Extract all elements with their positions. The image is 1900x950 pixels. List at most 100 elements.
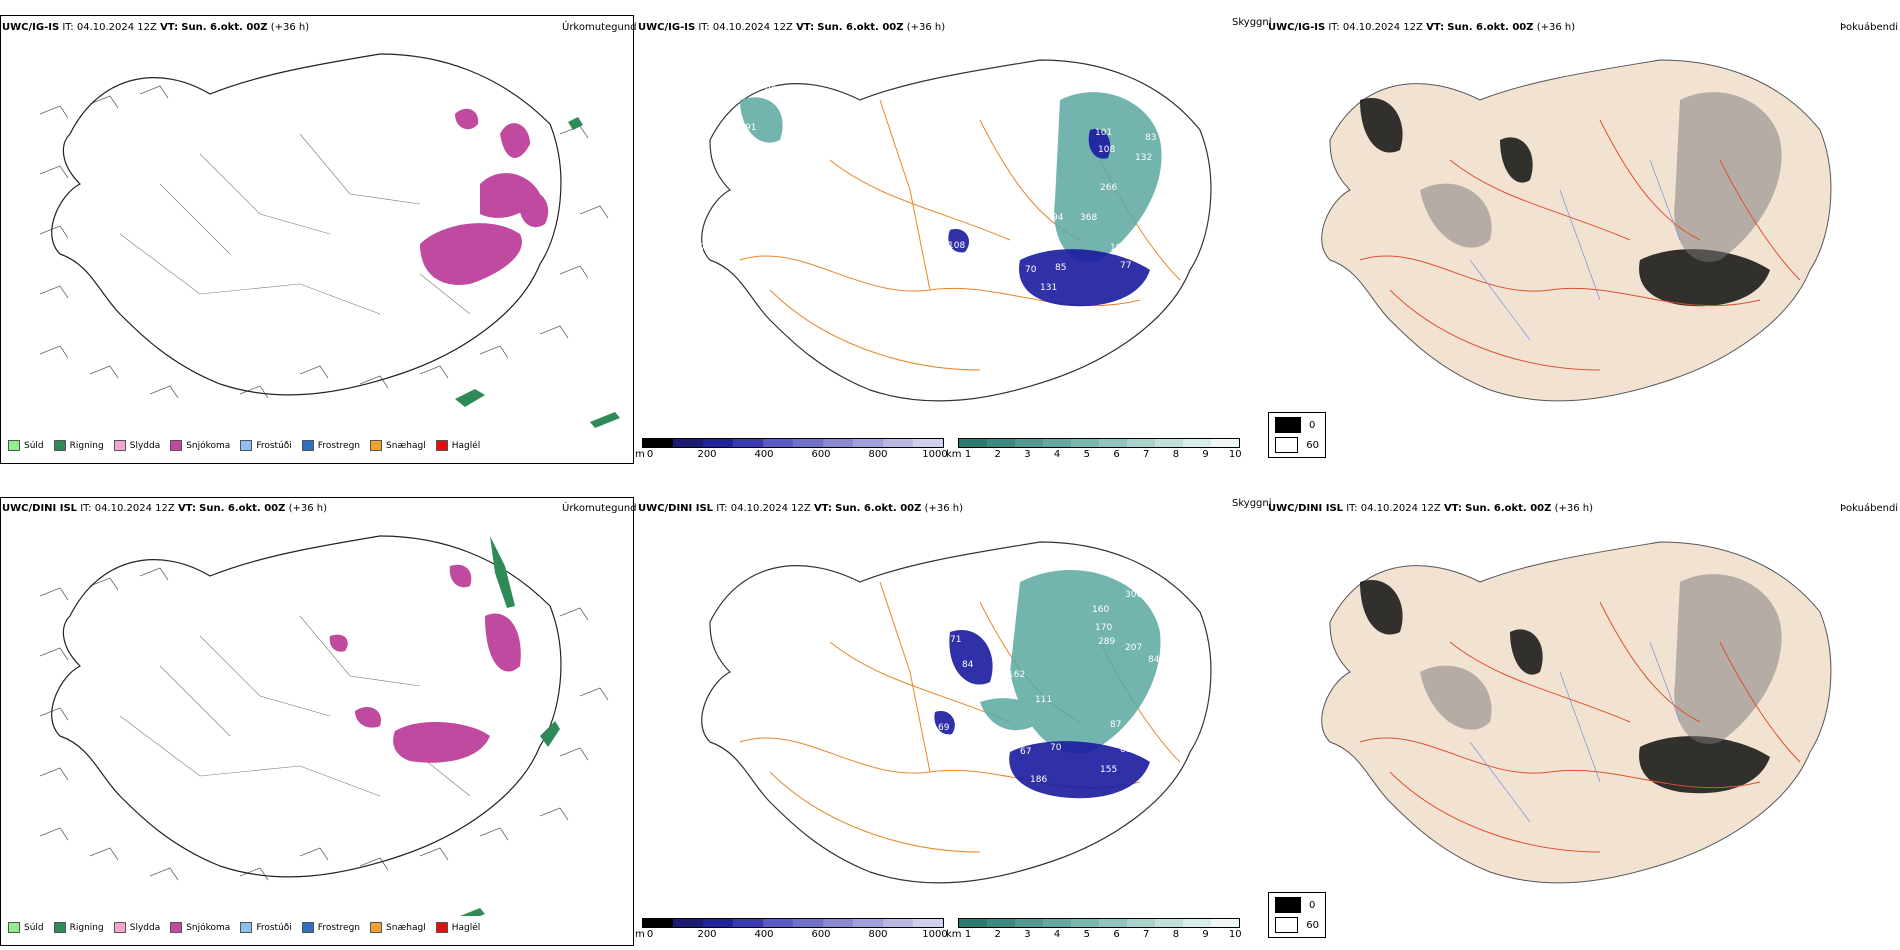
vis-label: 266 bbox=[1100, 183, 1117, 193]
legend-swatch bbox=[301, 922, 314, 933]
vis-label: 108 bbox=[1098, 145, 1115, 155]
height-unit: m bbox=[635, 929, 645, 940]
vis-label: 68 bbox=[1120, 745, 1132, 755]
legend-swatch bbox=[8, 922, 20, 933]
vis-label: 111 bbox=[1035, 695, 1052, 705]
snow-area bbox=[420, 108, 549, 285]
vis-label: 87 bbox=[1110, 720, 1121, 730]
fog-key: 0 60 bbox=[1268, 892, 1326, 938]
legend-item: Frostúði bbox=[240, 922, 292, 933]
panel-subtitle: Þokuábendi bbox=[1840, 22, 1899, 33]
vis-label: 234 bbox=[1150, 215, 1167, 225]
vis-label: 306 bbox=[1125, 590, 1142, 600]
panel-subtitle: Úrkomutegund bbox=[562, 503, 637, 514]
fog-key-swatch-low bbox=[1275, 417, 1301, 433]
panel-title: UWC/DINI ISL IT: 04.10.2024 12Z VT: Sun.… bbox=[1268, 503, 1593, 514]
road-lines bbox=[1359, 601, 1801, 853]
legend-item: Rigning bbox=[53, 440, 104, 451]
vis-label: 923 bbox=[1082, 563, 1099, 573]
legend-swatch bbox=[8, 440, 20, 451]
legend-swatch bbox=[435, 440, 448, 451]
legend-item: Frostregn bbox=[301, 440, 360, 451]
vis-label: 62 bbox=[1060, 333, 1071, 343]
vis-label: 289 bbox=[1098, 637, 1115, 647]
rain-area bbox=[455, 117, 620, 428]
vis-label: 71 bbox=[950, 635, 961, 645]
low-visibility-area bbox=[948, 129, 1150, 307]
legend-swatch bbox=[113, 922, 126, 933]
fog-key: 0 60 bbox=[1268, 412, 1326, 458]
legend-item: Rigning bbox=[53, 922, 104, 933]
vis-label: 84 bbox=[962, 660, 974, 670]
legend-item: Frostregn bbox=[301, 922, 360, 933]
vis-label: 67 bbox=[1020, 747, 1031, 757]
fog-index-map bbox=[1321, 541, 1832, 884]
low-visibility-area bbox=[934, 630, 1150, 799]
vis-label: 82 bbox=[833, 223, 844, 233]
legend-swatch bbox=[170, 922, 183, 933]
legend-item: Snjókoma bbox=[170, 440, 230, 451]
panel-title: UWC/IG-IS IT: 04.10.2024 12Z VT: Sun. 6.… bbox=[1268, 22, 1576, 33]
vis-label: 69 bbox=[938, 723, 950, 733]
panel-subtitle: Skyggni bbox=[1232, 498, 1272, 509]
rain-area bbox=[460, 536, 560, 916]
precip-type-map bbox=[39, 53, 620, 428]
fog-key-swatch-low bbox=[1275, 897, 1301, 913]
fog-dark-area bbox=[1360, 580, 1770, 794]
visibility-map: 923 306 160 170 289 207 84 71 84 162 69 … bbox=[701, 541, 1212, 884]
vis-label: 368 bbox=[1080, 213, 1097, 223]
visibility-labels: 101 108 132 83 266 368 107 77 70 85 131 … bbox=[700, 85, 1167, 343]
vis-label: 162 bbox=[1008, 670, 1025, 680]
teal-visibility-area bbox=[740, 92, 1162, 262]
visibility-unit: km bbox=[946, 449, 962, 460]
vis-label: 107 bbox=[1110, 243, 1127, 253]
visibility-colorbar bbox=[958, 438, 1240, 448]
vis-label: 160 bbox=[1092, 605, 1109, 615]
fog-dark-area bbox=[1360, 98, 1770, 307]
visibility-unit: km bbox=[946, 929, 962, 940]
panel-title: UWC/DINI ISL IT: 04.10.2024 12Z VT: Sun.… bbox=[638, 503, 963, 514]
vis-label: 85 bbox=[1055, 263, 1066, 273]
legend-swatch bbox=[53, 922, 66, 933]
legend-item: Súld bbox=[8, 922, 44, 933]
panel-title: UWC/IG-IS IT: 04.10.2024 12Z VT: Sun. 6.… bbox=[2, 22, 310, 33]
vis-label: 77 bbox=[1120, 261, 1131, 271]
visibility-colorbar bbox=[958, 918, 1240, 928]
fog-index-map bbox=[1321, 59, 1832, 402]
visibility-labels: 923 306 160 170 289 207 84 71 84 162 69 … bbox=[938, 563, 1160, 785]
vis-label: 94 bbox=[1052, 213, 1064, 223]
fog-gray-area bbox=[1420, 574, 1782, 744]
visibility-map: 101 108 132 83 266 368 107 77 70 85 131 … bbox=[700, 59, 1212, 402]
vis-label: 108 bbox=[948, 241, 965, 251]
legend-swatch bbox=[113, 440, 126, 451]
precip-legend: Súld Rigning Slydda Snjókoma Frostúði Fr… bbox=[8, 922, 480, 933]
vis-label: 70 bbox=[1050, 743, 1062, 753]
fog-gray-area bbox=[1420, 92, 1782, 262]
precip-type-map bbox=[39, 535, 609, 916]
height-colorbar bbox=[642, 918, 944, 928]
legend-item: Snæhagl bbox=[370, 922, 426, 933]
vis-label: 170 bbox=[1095, 623, 1112, 633]
vis-label: 79 bbox=[700, 243, 712, 253]
vis-label: 91 bbox=[745, 123, 756, 133]
legend-swatch bbox=[370, 922, 383, 933]
snow-area bbox=[329, 564, 521, 763]
legend-swatch bbox=[435, 922, 448, 933]
legend-item: Frostúði bbox=[240, 440, 292, 451]
vis-label: 207 bbox=[1125, 643, 1142, 653]
river-lines bbox=[1469, 641, 1681, 823]
fog-key-swatch-high bbox=[1275, 917, 1299, 933]
height-colorbar bbox=[642, 438, 944, 448]
vis-label: 101 bbox=[1095, 128, 1112, 138]
vis-label: 186 bbox=[1030, 775, 1047, 785]
legend-item: Súld bbox=[8, 440, 44, 451]
vis-label: 84 bbox=[1148, 655, 1160, 665]
panel-title: UWC/DINI ISL IT: 04.10.2024 12Z VT: Sun.… bbox=[2, 503, 327, 514]
panel-subtitle: Þokuábendi bbox=[1840, 503, 1899, 514]
legend-swatch bbox=[240, 440, 253, 451]
river-lines bbox=[1469, 159, 1681, 341]
road-lines bbox=[1359, 119, 1801, 371]
legend-item: Haglél bbox=[435, 922, 480, 933]
map-frame bbox=[0, 497, 634, 946]
panel-subtitle: Skyggni bbox=[1232, 17, 1272, 28]
